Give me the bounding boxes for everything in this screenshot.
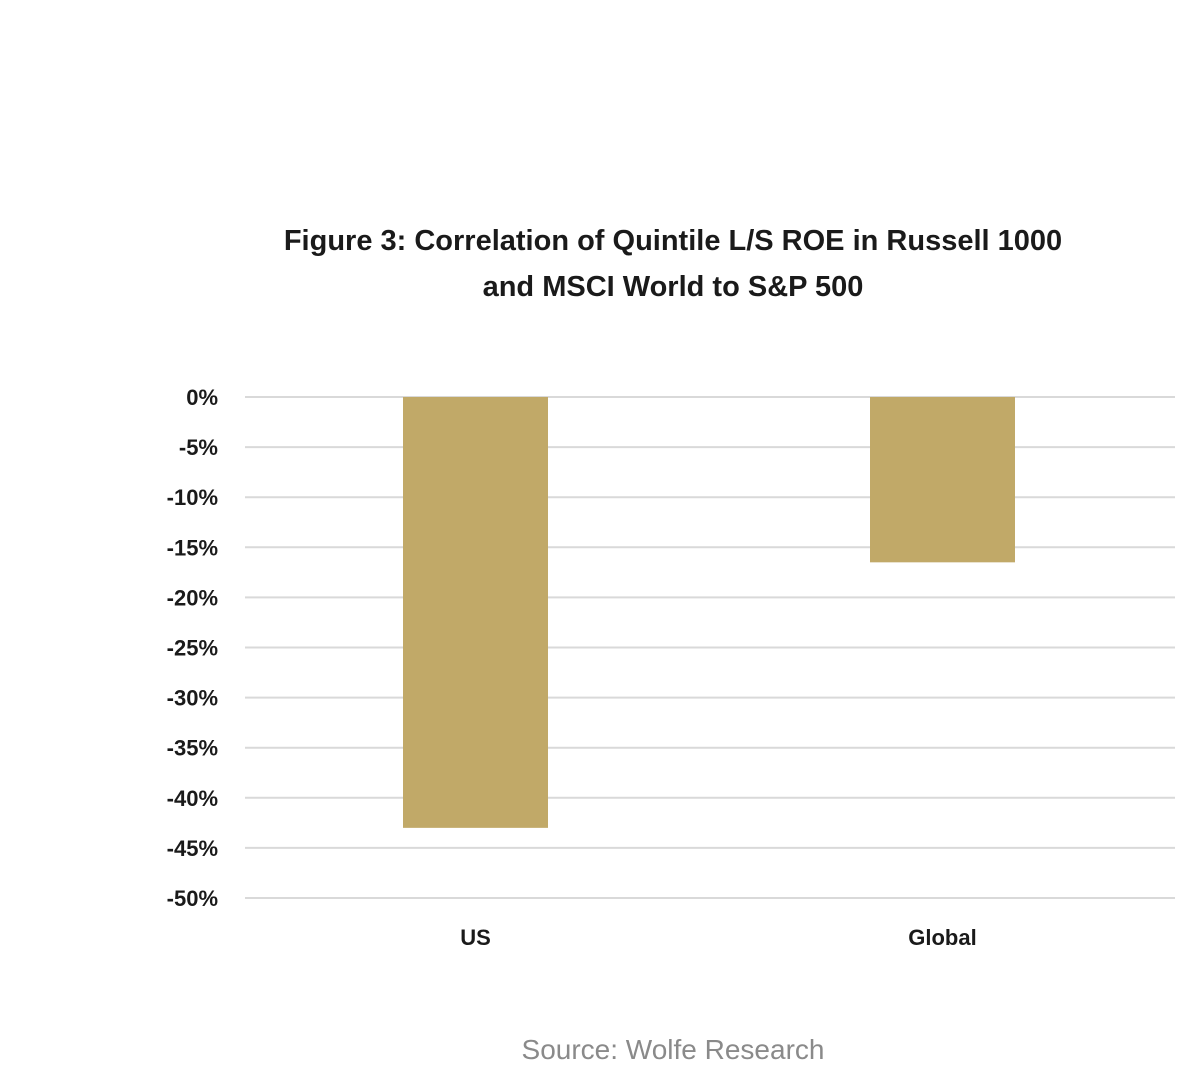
chart-title-line-2: and MSCI World to S&P 500	[482, 271, 864, 303]
x-tick-label: US	[460, 925, 491, 950]
chart-title: Figure 3: Correlation of Quintile L/S RO…	[0, 218, 1200, 310]
source-note: Source: Wolfe Research	[521, 1034, 825, 1065]
y-tick-label: -5%	[179, 435, 218, 460]
y-tick-label: -10%	[167, 485, 218, 510]
y-tick-label: -25%	[167, 636, 218, 661]
y-tick-label: -30%	[167, 686, 218, 711]
y-tick-label: -50%	[167, 886, 218, 911]
y-tick-label: -40%	[167, 786, 218, 811]
chart-title-line-1: Figure 3: Correlation of Quintile L/S RO…	[283, 225, 1063, 257]
y-tick-label: 0%	[186, 385, 218, 410]
x-tick-label: Global	[908, 925, 976, 950]
bar-us	[403, 397, 548, 828]
y-tick-label: -45%	[167, 836, 218, 861]
bar-global	[870, 397, 1015, 563]
y-tick-label: -20%	[167, 585, 218, 610]
y-tick-label: -15%	[167, 535, 218, 560]
y-tick-label: -35%	[167, 736, 218, 761]
